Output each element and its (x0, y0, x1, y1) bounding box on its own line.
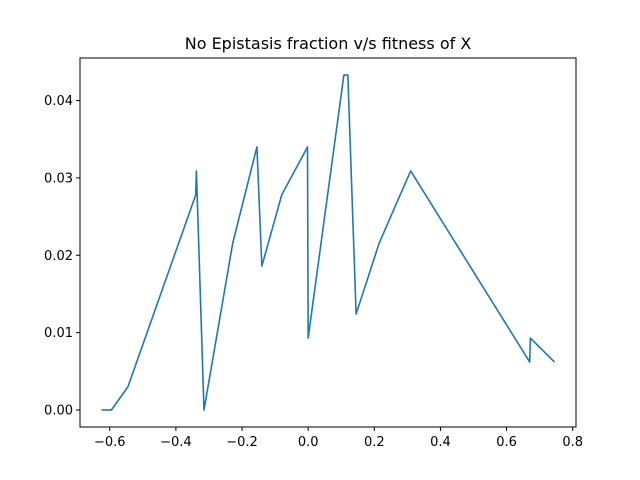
chart-title: No Epistasis fraction v/s fitness of X (185, 34, 472, 53)
y-tick-label: 0.04 (44, 94, 73, 109)
x-axis: −0.6 −0.4 −0.2 0.0 0.2 0.4 0.6 0.8 (94, 427, 583, 450)
y-tick-label: 0.00 (44, 403, 73, 418)
x-tick-label: 0.0 (298, 435, 319, 450)
x-tick-label: 0.2 (364, 435, 385, 450)
x-tick-label: −0.6 (94, 435, 126, 450)
y-tick-label: 0.02 (44, 249, 73, 264)
y-axis: 0.00 0.01 0.02 0.03 0.04 (44, 94, 80, 418)
x-tick-label: 0.4 (430, 435, 451, 450)
x-tick-label: −0.2 (226, 435, 258, 450)
x-tick-label: 0.6 (496, 435, 517, 450)
series-line (101, 74, 556, 411)
x-tick-label: −0.4 (160, 435, 192, 450)
plot-frame (79, 57, 577, 428)
y-tick-label: 0.03 (44, 171, 73, 186)
y-tick-label: 0.01 (44, 326, 73, 341)
x-tick-label: 0.8 (562, 435, 583, 450)
